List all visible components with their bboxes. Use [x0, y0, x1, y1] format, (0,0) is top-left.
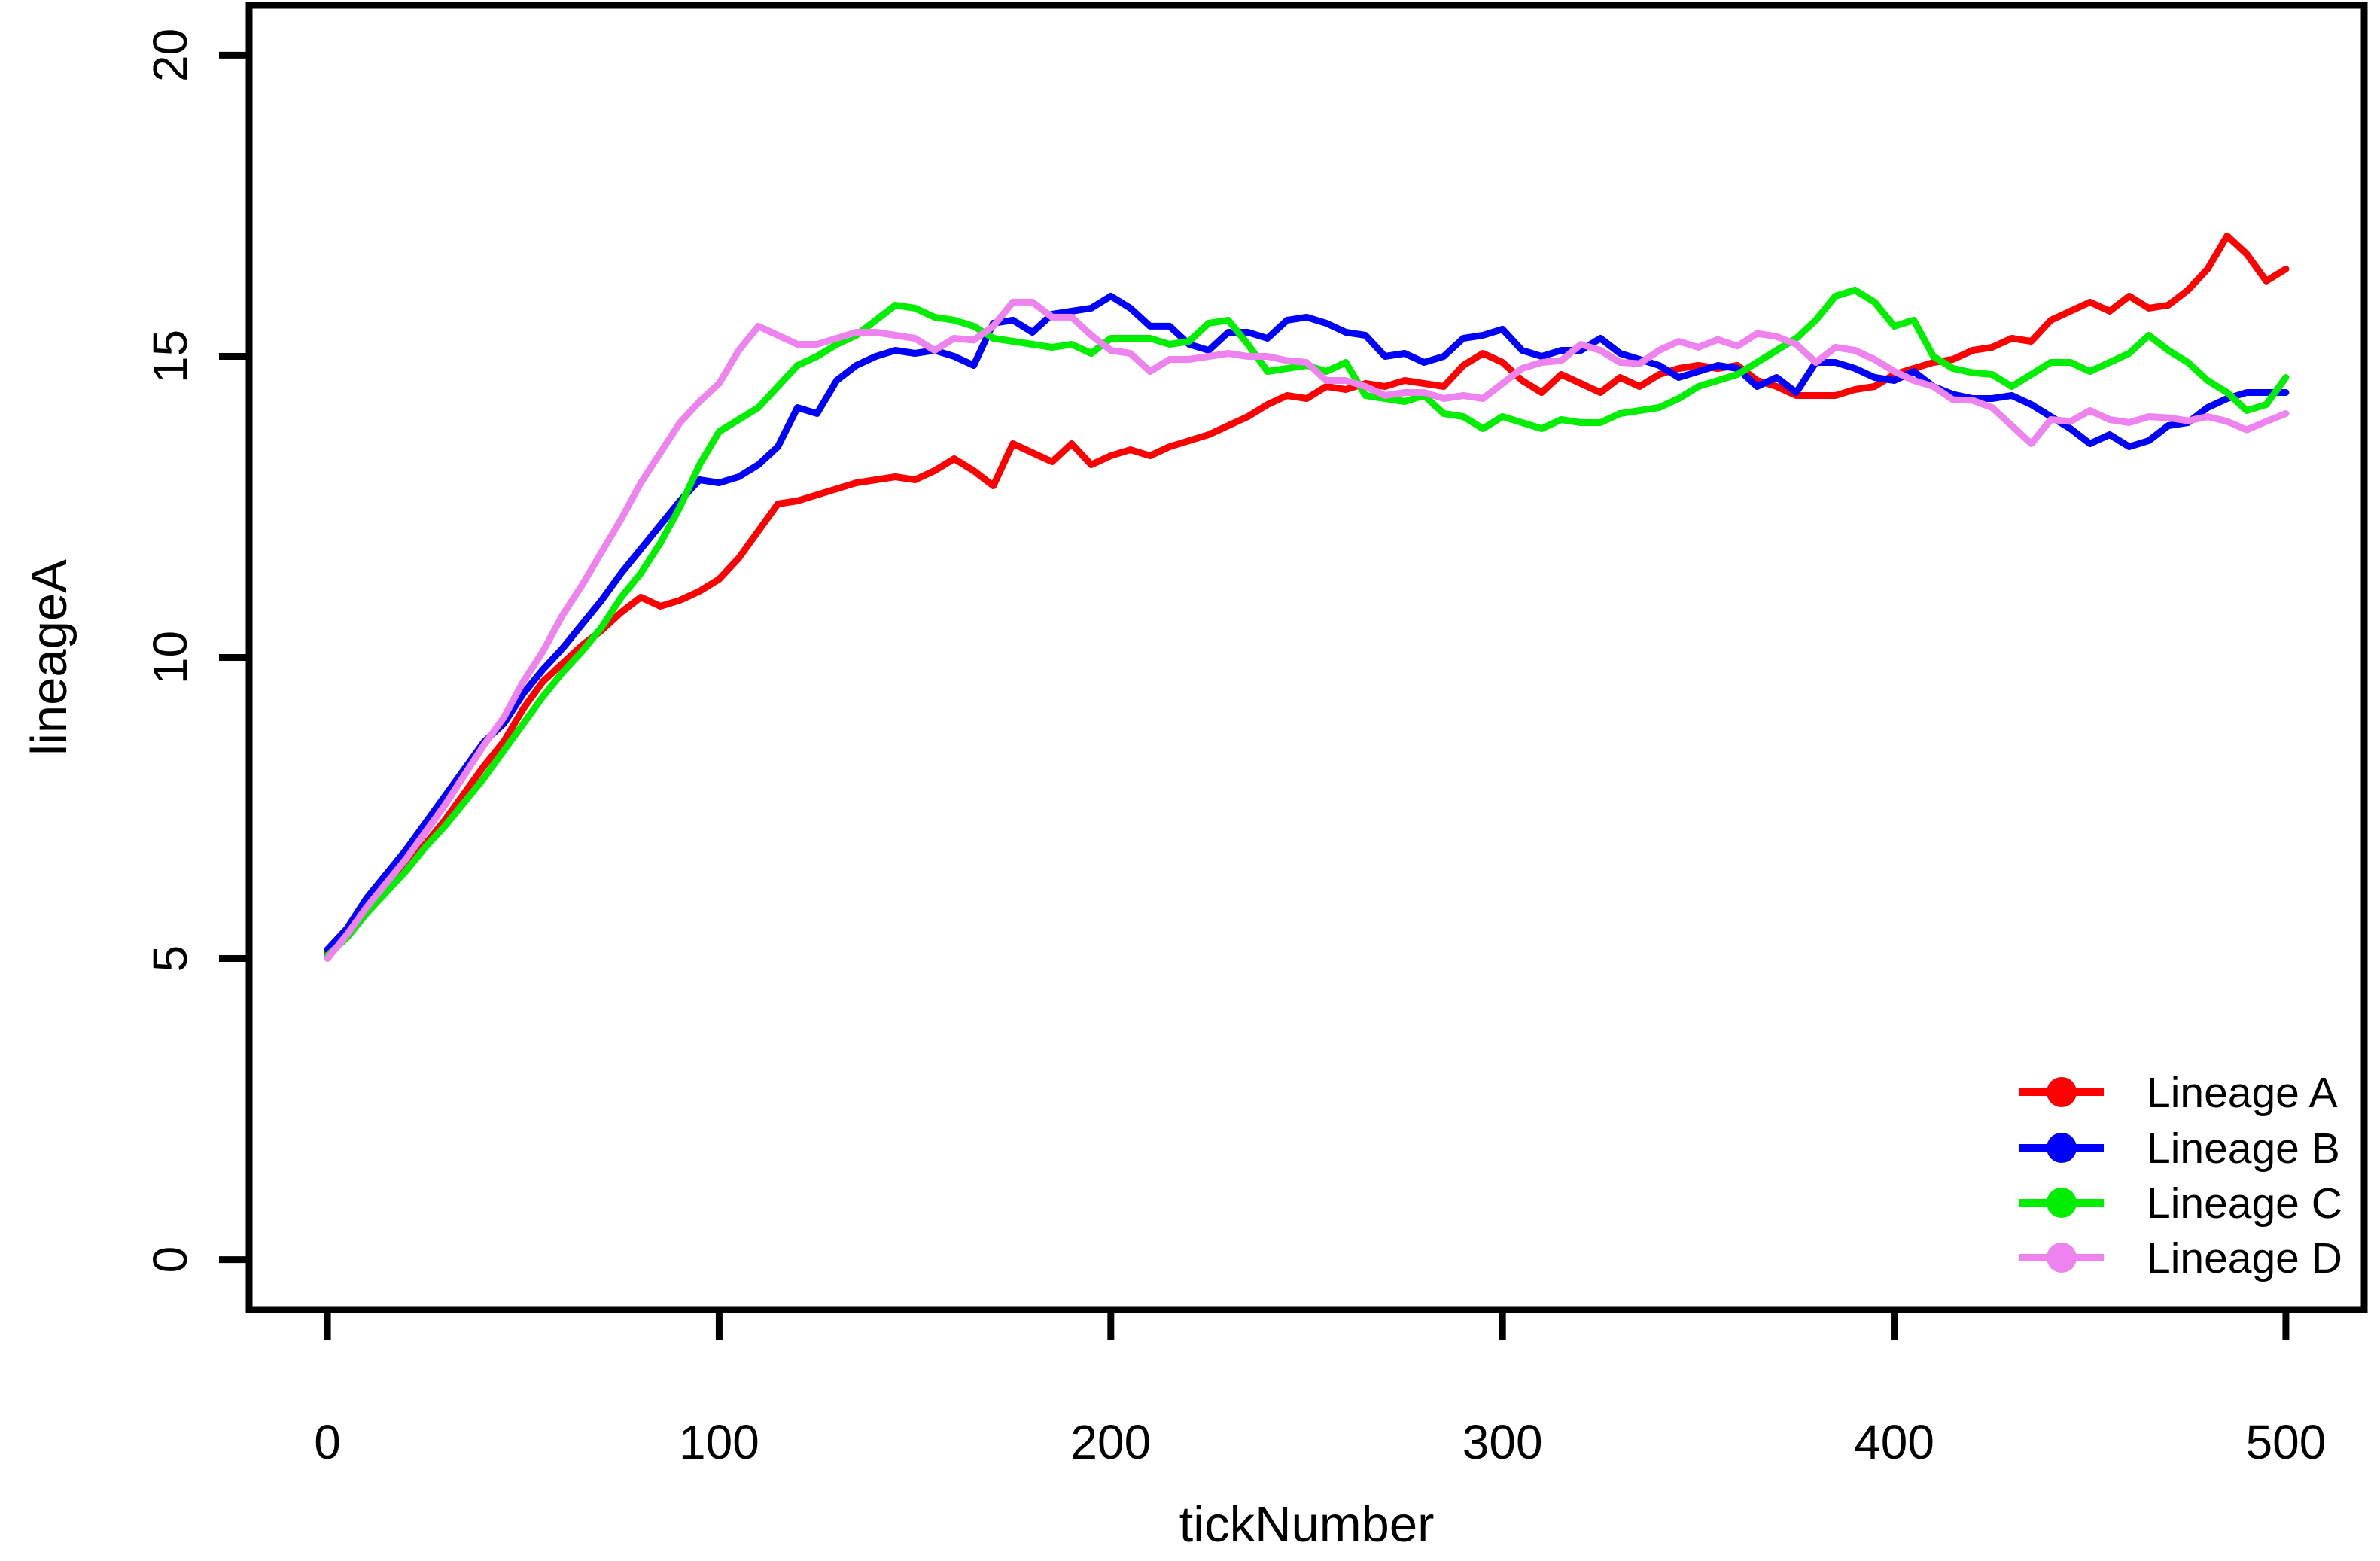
series-line-lineage-c	[324, 286, 2290, 959]
x-axis-tick-label: 200	[1070, 1415, 1151, 1469]
legend-item-label: Lineage D	[2147, 1234, 2342, 1283]
x-axis-title: tickNumber	[1179, 1496, 1435, 1553]
y-axis-tick-label: 10	[143, 631, 197, 684]
x-axis-tick-label: 400	[1854, 1415, 1934, 1469]
series-line-lineage-b	[324, 292, 2290, 953]
x-axis-tick-label: 100	[679, 1415, 759, 1469]
y-axis-tick-label: 5	[143, 945, 197, 972]
x-axis-tick-label: 300	[1462, 1415, 1543, 1469]
series-line-lineage-d	[324, 298, 2290, 962]
plot-border	[245, 2, 2368, 1313]
y-axis-tick-label: 0	[143, 1246, 197, 1273]
legend-point-marker	[2047, 1077, 2077, 1107]
y-axis-title: lineageA	[21, 559, 78, 756]
legend-point-marker	[2047, 1133, 2077, 1163]
x-axis-tick-label: 500	[2246, 1415, 2327, 1469]
legend-item-label: Lineage C	[2147, 1179, 2342, 1228]
x-axis-tick-label: 0	[314, 1415, 341, 1469]
series-line-lineage-a	[324, 232, 2290, 956]
legend-point-marker	[2047, 1243, 2077, 1273]
legend-point-marker	[2047, 1188, 2077, 1218]
legend-item-label: Lineage A	[2147, 1069, 2338, 1117]
legend-item-label: Lineage B	[2147, 1124, 2340, 1173]
y-axis-tick-label: 20	[143, 29, 197, 82]
y-axis-tick-label: 15	[143, 330, 197, 383]
